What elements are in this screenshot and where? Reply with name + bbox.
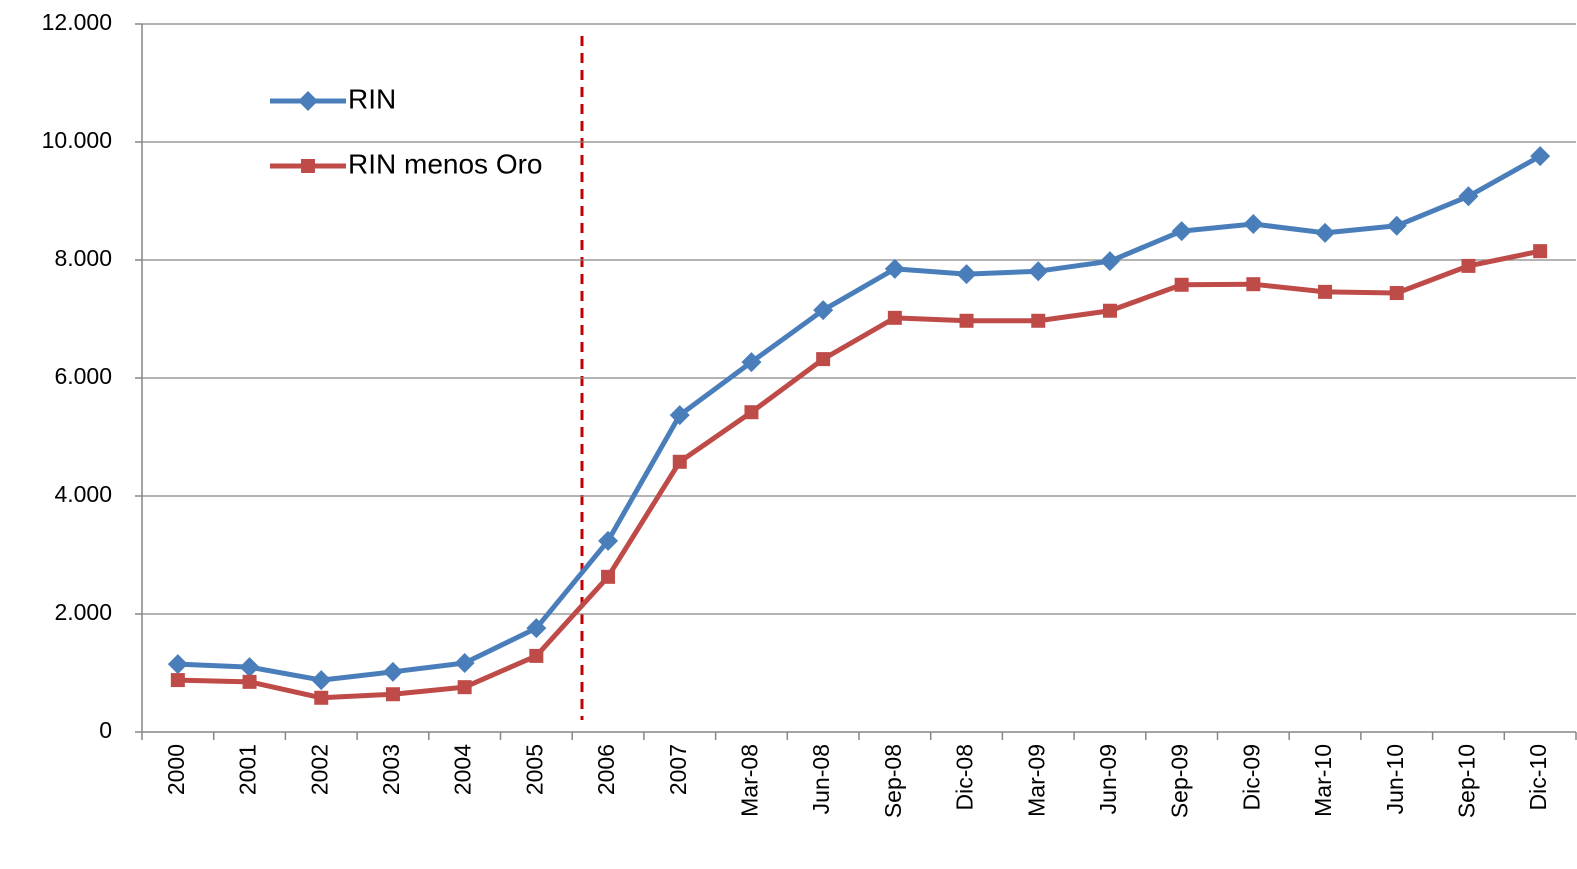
point — [242, 674, 257, 689]
point — [529, 648, 544, 663]
point — [598, 530, 619, 551]
point — [385, 687, 400, 702]
x-tick-label: Jun-09 — [1095, 744, 1121, 814]
point — [1171, 221, 1192, 242]
x-tick-label: Sep-08 — [880, 744, 906, 818]
point — [744, 405, 759, 420]
point — [601, 569, 616, 584]
point — [959, 313, 974, 328]
point — [884, 258, 905, 279]
point — [311, 670, 332, 691]
point — [382, 661, 403, 682]
y-tick-label: 0 — [99, 717, 112, 743]
point — [887, 310, 902, 325]
point — [672, 454, 687, 469]
x-tick-label: Jun-10 — [1382, 744, 1408, 814]
legend-label: RIN — [348, 83, 396, 114]
point — [1246, 277, 1261, 292]
x-tick-label: Dic-09 — [1238, 744, 1264, 810]
y-tick-label: 10.000 — [42, 127, 112, 153]
x-tick-label: 2003 — [378, 744, 404, 795]
point — [816, 352, 831, 367]
point — [956, 264, 977, 285]
point — [669, 405, 690, 426]
x-tick-label: 2001 — [235, 744, 261, 795]
point — [314, 690, 329, 705]
y-tick-label: 4.000 — [54, 481, 112, 507]
point — [1530, 146, 1551, 167]
point — [239, 657, 260, 678]
x-tick-label: 2000 — [163, 744, 189, 795]
x-tick-label: 2004 — [450, 744, 476, 795]
point — [1386, 215, 1407, 236]
point — [1533, 244, 1548, 259]
y-tick-label: 6.000 — [54, 363, 112, 389]
x-tick-label: 2007 — [665, 744, 691, 795]
y-tick-label: 12.000 — [42, 9, 112, 35]
series-line — [177, 153, 1542, 683]
y-tick-label: 8.000 — [54, 245, 112, 271]
point — [170, 673, 185, 688]
x-tick-label: Jun-08 — [808, 744, 834, 814]
point — [301, 159, 315, 173]
y-tick-label: 2.000 — [54, 599, 112, 625]
point — [1031, 313, 1046, 328]
point — [167, 654, 188, 675]
x-tick-label: Dic-10 — [1525, 744, 1551, 810]
point — [1318, 284, 1333, 299]
point — [1028, 261, 1049, 282]
x-tick-label: Sep-09 — [1167, 744, 1193, 818]
x-tick-label: 2006 — [593, 744, 619, 795]
point — [813, 300, 834, 321]
point — [454, 652, 475, 673]
x-tick-label: 2005 — [521, 744, 547, 795]
point — [741, 352, 762, 373]
point — [1243, 214, 1264, 235]
x-tick-label: Sep-10 — [1454, 744, 1480, 818]
point — [1315, 222, 1336, 243]
x-tick-label: Mar-09 — [1023, 744, 1049, 817]
point — [1099, 251, 1120, 272]
x-tick-label: Mar-08 — [737, 744, 763, 817]
x-tick-label: Dic-08 — [952, 744, 978, 810]
point — [298, 91, 318, 111]
legend-label: RIN menos Oro — [348, 148, 543, 179]
point — [457, 680, 472, 695]
point — [526, 618, 547, 639]
point — [1174, 277, 1189, 292]
point — [1458, 186, 1479, 207]
point — [1102, 303, 1117, 318]
x-tick-label: 2002 — [306, 744, 332, 795]
x-tick-label: Mar-10 — [1310, 744, 1336, 817]
series-line — [177, 248, 1541, 701]
point — [1461, 258, 1476, 273]
point — [1389, 286, 1404, 301]
